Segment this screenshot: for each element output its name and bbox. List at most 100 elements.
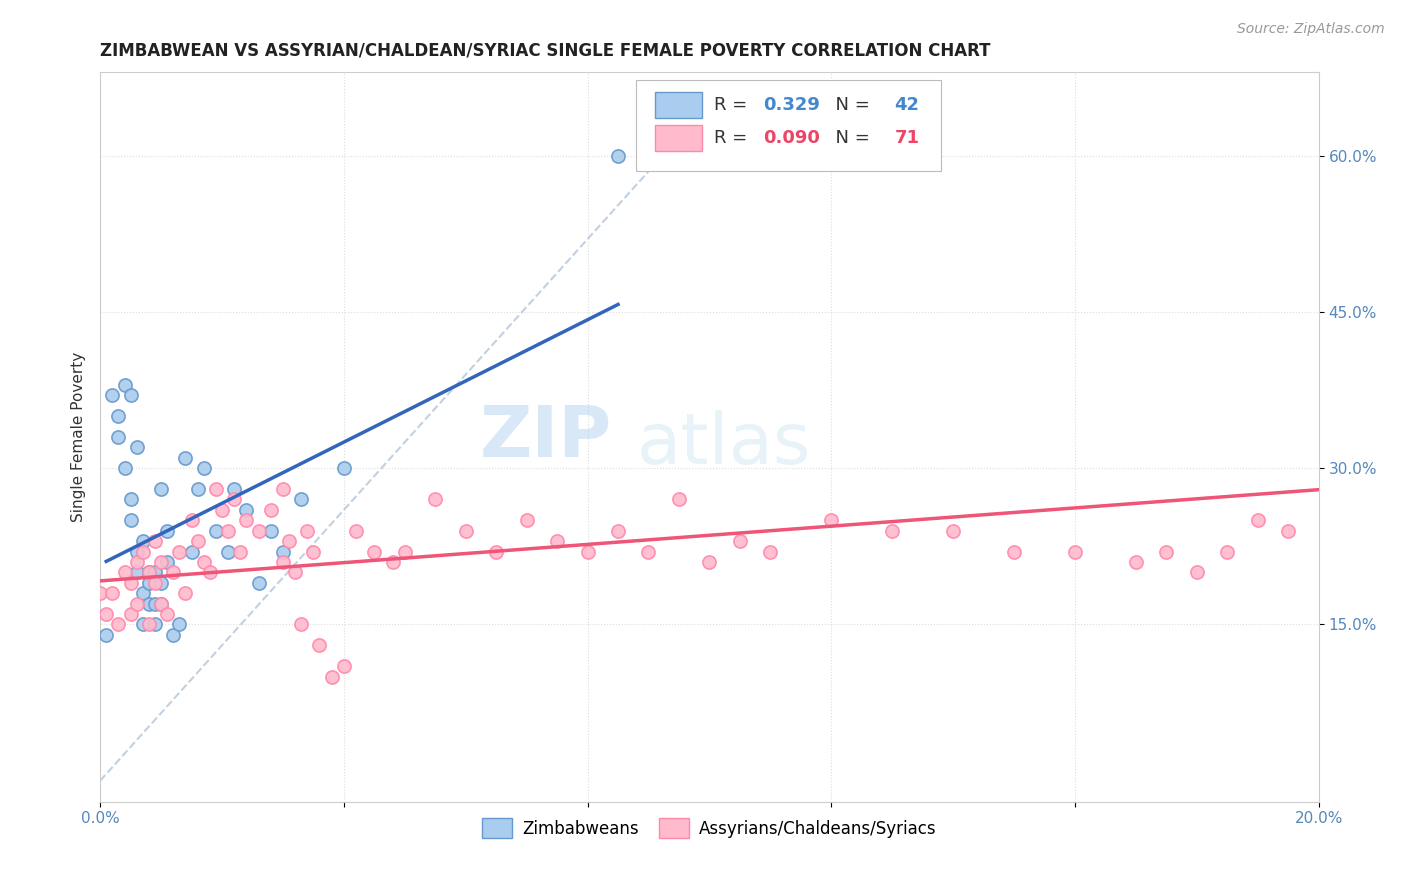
Point — [162, 566, 184, 580]
Point — [143, 575, 166, 590]
Point — [150, 575, 173, 590]
Point — [882, 524, 904, 538]
Point — [150, 597, 173, 611]
Point — [138, 617, 160, 632]
Point — [125, 597, 148, 611]
Point — [193, 555, 215, 569]
Point — [107, 617, 129, 632]
Point — [668, 492, 690, 507]
Point — [271, 482, 294, 496]
Point — [96, 628, 118, 642]
Point — [138, 597, 160, 611]
Point — [344, 524, 367, 538]
Point — [297, 524, 319, 538]
Text: ZIMBABWEAN VS ASSYRIAN/CHALDEAN/SYRIAC SINGLE FEMALE POVERTY CORRELATION CHART: ZIMBABWEAN VS ASSYRIAN/CHALDEAN/SYRIAC S… — [100, 42, 991, 60]
Point — [187, 482, 209, 496]
Point — [89, 586, 111, 600]
Text: R =: R = — [714, 129, 754, 147]
Point — [114, 378, 136, 392]
Text: 42: 42 — [894, 96, 920, 114]
Point — [138, 566, 160, 580]
Point — [150, 555, 173, 569]
Point — [143, 617, 166, 632]
Point — [187, 534, 209, 549]
Point — [132, 534, 155, 549]
Point — [516, 513, 538, 527]
Point — [224, 482, 246, 496]
Point — [699, 555, 721, 569]
Point — [120, 575, 142, 590]
Point — [205, 482, 228, 496]
Point — [101, 388, 124, 402]
Point — [174, 586, 197, 600]
Point — [120, 492, 142, 507]
Point — [1216, 544, 1239, 558]
Point — [114, 461, 136, 475]
Point — [235, 503, 257, 517]
Text: ZIP: ZIP — [479, 402, 612, 472]
Point — [224, 492, 246, 507]
Point — [125, 555, 148, 569]
Point — [143, 534, 166, 549]
Point — [156, 555, 179, 569]
Point — [156, 607, 179, 621]
Point — [138, 566, 160, 580]
Point — [485, 544, 508, 558]
Point — [120, 607, 142, 621]
Point — [302, 544, 325, 558]
Point — [321, 669, 343, 683]
Point — [229, 544, 252, 558]
Point — [180, 513, 202, 527]
Point — [454, 524, 477, 538]
Point — [290, 617, 312, 632]
Point — [820, 513, 842, 527]
Point — [120, 388, 142, 402]
Point — [125, 566, 148, 580]
Point — [169, 617, 191, 632]
Point — [942, 524, 965, 538]
Point — [1247, 513, 1270, 527]
Text: 0.090: 0.090 — [763, 129, 820, 147]
Point — [576, 544, 599, 558]
Point — [120, 513, 142, 527]
Point — [247, 524, 270, 538]
Y-axis label: Single Female Poverty: Single Female Poverty — [72, 351, 86, 522]
Point — [607, 149, 630, 163]
Point — [150, 482, 173, 496]
Point — [217, 544, 239, 558]
Point — [162, 628, 184, 642]
Point — [637, 544, 659, 558]
Text: N =: N = — [824, 129, 876, 147]
Point — [169, 544, 191, 558]
Point — [125, 441, 148, 455]
Point — [138, 575, 160, 590]
Point — [394, 544, 416, 558]
Point — [132, 617, 155, 632]
Point — [143, 597, 166, 611]
Point — [107, 409, 129, 424]
Point — [174, 450, 197, 465]
Point — [150, 597, 173, 611]
Point — [96, 607, 118, 621]
FancyBboxPatch shape — [637, 79, 941, 171]
Point — [425, 492, 447, 507]
Point — [1185, 566, 1208, 580]
Point — [217, 524, 239, 538]
Point — [193, 461, 215, 475]
Point — [205, 524, 228, 538]
Point — [759, 544, 782, 558]
Text: 0.329: 0.329 — [763, 96, 820, 114]
Legend: Zimbabweans, Assyrians/Chaldeans/Syriacs: Zimbabweans, Assyrians/Chaldeans/Syriacs — [475, 812, 943, 845]
Text: 71: 71 — [894, 129, 920, 147]
Point — [1064, 544, 1087, 558]
Text: R =: R = — [714, 96, 754, 114]
Point — [1002, 544, 1025, 558]
Text: atlas: atlas — [637, 409, 811, 479]
Point — [260, 524, 283, 538]
Text: Source: ZipAtlas.com: Source: ZipAtlas.com — [1237, 22, 1385, 37]
Point — [260, 503, 283, 517]
Point — [180, 544, 202, 558]
Point — [284, 566, 307, 580]
Point — [607, 524, 630, 538]
Point — [125, 544, 148, 558]
